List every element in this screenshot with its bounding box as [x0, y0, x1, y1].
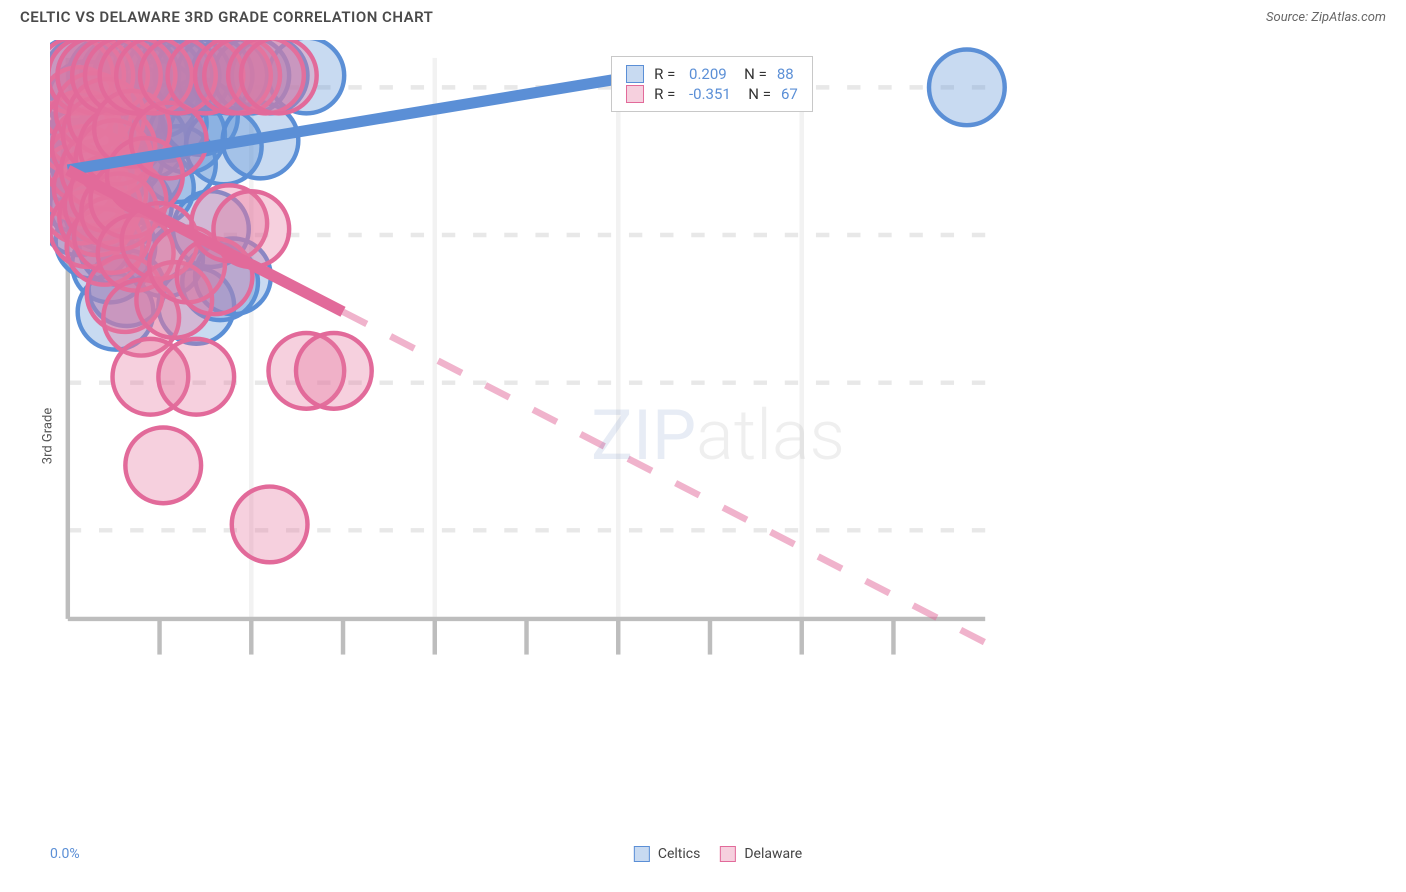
chart-header: CELTIC VS DELAWARE 3RD GRADE CORRELATION…: [0, 0, 1406, 26]
chart-title: CELTIC VS DELAWARE 3RD GRADE CORRELATION…: [20, 8, 433, 26]
legend-swatch: [634, 846, 650, 862]
stats-n-value: 67: [781, 85, 798, 103]
legend-item: Celtics: [634, 846, 700, 862]
data-point: [929, 49, 1005, 125]
stats-r-value: -0.351: [689, 85, 731, 103]
trend-line-delaware-dashed: [343, 312, 985, 643]
series-legend: Celtics Delaware: [634, 846, 802, 862]
chart-source: Source: ZipAtlas.com: [1266, 10, 1386, 25]
stats-row: R = 0.209 N = 88: [626, 65, 798, 83]
stats-n-label: N =: [741, 85, 771, 103]
legend-label: Delaware: [744, 846, 802, 862]
scatter-plot: [50, 40, 1386, 708]
data-point: [232, 487, 308, 563]
stats-n-value: 88: [777, 65, 794, 83]
legend-swatch: [720, 846, 736, 862]
chart-area: 3rd Grade ZIPatlas R = 0.209 N =88R = -0…: [50, 40, 1386, 832]
data-point: [125, 428, 201, 504]
stats-n-label: N =: [737, 65, 767, 83]
correlation-stats-box: R = 0.209 N = 88 R = -0.351 N = 67: [611, 56, 813, 112]
stats-r-label: R =: [654, 65, 679, 83]
stats-swatch: [626, 85, 644, 103]
data-point: [241, 40, 317, 113]
legend-label: Celtics: [658, 846, 700, 862]
x-axis-min: 0.0%: [50, 846, 80, 862]
stats-r-label: R =: [654, 85, 679, 103]
data-point: [296, 333, 372, 409]
data-point: [158, 339, 234, 415]
stats-r-value: 0.209: [689, 65, 727, 83]
stats-row: R = -0.351 N = 67: [626, 85, 798, 103]
stats-swatch: [626, 65, 644, 83]
legend-item: Delaware: [720, 846, 802, 862]
